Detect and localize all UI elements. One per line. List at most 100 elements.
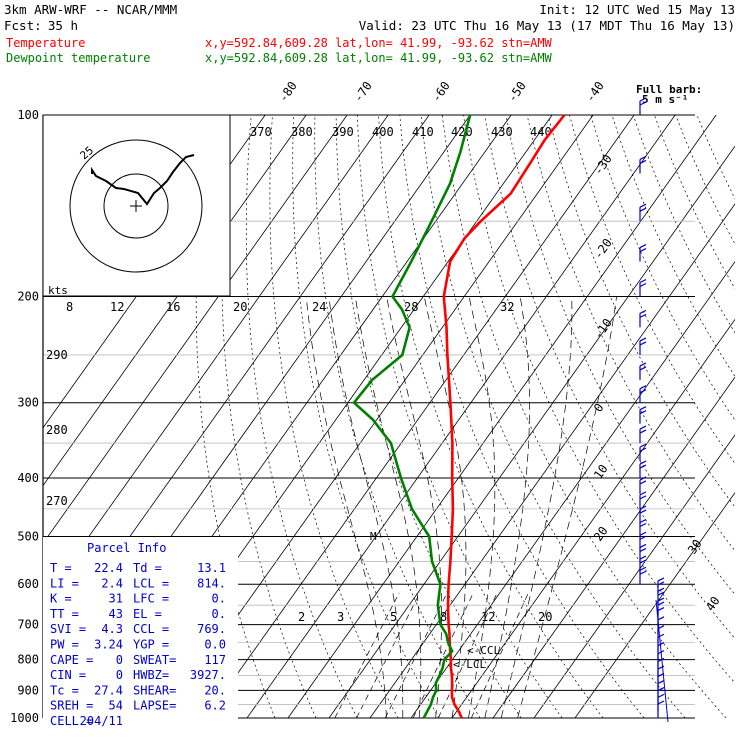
side-theta-label: 270 <box>46 494 68 508</box>
parcel-info-cell: TT = <box>50 607 79 621</box>
wind-barbs <box>639 97 669 723</box>
pressure-tick-label: 800 <box>17 653 39 667</box>
pressure-tick-label: 400 <box>17 471 39 485</box>
wind-legend-line2: 5 m s⁻¹ <box>642 93 688 106</box>
isotherm-line <box>533 434 735 718</box>
sounding-traces <box>352 114 566 719</box>
pressure-tick-label: 500 <box>17 529 39 543</box>
model-title: 3km ARW-WRF -- NCAR/MMM <box>4 2 177 17</box>
parcel-info-cell: 0. <box>212 607 226 621</box>
annotation-lcl: <-LCL <box>453 658 486 671</box>
pressure-tick-label: 600 <box>17 577 39 591</box>
forecast-hours: 35 h <box>48 18 78 33</box>
isotherm-line <box>43 115 348 545</box>
parcel-info-cell: EL = <box>133 607 162 621</box>
parcel-info-cell: SWEAT= <box>133 653 176 667</box>
parcel-info-cell: 204/11 <box>80 714 123 728</box>
mixing-ratio-label: 5 <box>390 610 397 624</box>
hodograph-units: kts <box>48 284 68 297</box>
legend-temperature-info: x,y=592.84,609.28 lat,lon= 41.99, -93.62… <box>205 36 553 50</box>
mixing-ratio-line <box>356 592 421 718</box>
legend-dewpoint-label: Dewpoint temperature <box>6 51 151 65</box>
parcel-info-cell: 31 <box>109 592 123 606</box>
annotation-m: M <box>370 530 377 543</box>
pressure-tick-label: 200 <box>17 290 39 304</box>
parcel-info-cell: 20. <box>204 683 226 697</box>
isotherm-line <box>574 491 735 718</box>
mixing-ratio-label: 3 <box>337 610 344 624</box>
hodograph-trace <box>91 154 195 206</box>
dry-adiabat <box>505 115 735 596</box>
isotherm-label: 30 <box>685 537 705 557</box>
wind-legend-line1: Full barb: <box>636 83 702 96</box>
temperature-trace <box>442 114 566 719</box>
isotherm-line <box>369 203 735 718</box>
theta-label: 370 <box>250 125 272 139</box>
isotherm-label: 20 <box>591 524 611 544</box>
parcel-info-cell: YGP = <box>133 638 169 652</box>
parcel-info-cell: 27.4 <box>94 683 123 697</box>
isotherm-line <box>451 318 735 718</box>
hodograph-speed-label: 12 <box>110 300 124 314</box>
mixing-ratio-line <box>334 592 400 718</box>
isotherm-label: 10 <box>591 462 611 482</box>
isotherm-line <box>410 260 735 718</box>
parcel-info-cell: LAPSE= <box>133 699 176 713</box>
parcel-info-cell: 3.24 <box>94 638 123 652</box>
theta-label: 390 <box>332 125 354 139</box>
hodograph-inset: 25 kts <box>42 114 231 297</box>
isotherm-line <box>246 115 676 718</box>
parcel-info-cell: 0 <box>116 653 123 667</box>
parcel-info-cell: 13.1 <box>197 561 226 575</box>
parcel-info-cell: 6.2 <box>204 699 226 713</box>
parcel-info-title: Parcel Info <box>87 541 166 555</box>
mixing-ratio-line <box>412 592 474 718</box>
parcel-info-cell: PW = <box>50 638 79 652</box>
init-time: Init: 12 UTC Wed 15 May 13 <box>539 2 735 17</box>
parcel-info-cell: LFC = <box>133 592 169 606</box>
hodograph-ring-outer <box>69 139 203 273</box>
parcel-info-cell: 769. <box>197 622 226 636</box>
parcel-info-cell: CIN = <box>50 668 86 682</box>
wind-profile-line <box>655 599 669 723</box>
isotherm-line <box>328 145 735 718</box>
hodograph-speed-label: 32 <box>500 300 514 314</box>
pressure-tick-label: 1000 <box>10 711 39 725</box>
mixing-ratio-label: 8 <box>440 610 447 624</box>
parcel-info-cell: SVI = <box>50 622 86 636</box>
hodograph-speed-label: 28 <box>404 300 418 314</box>
parcel-info-cell: CCL = <box>133 622 169 636</box>
parcel-info-cell: T = <box>50 561 72 575</box>
hodograph-speed-label: 16 <box>166 300 180 314</box>
parcel-info-cell: LCL = <box>133 576 169 590</box>
theta-label: 380 <box>291 125 313 139</box>
hodograph-speed-label: 24 <box>312 300 326 314</box>
parcel-info-cell: Td = <box>133 561 162 575</box>
dewpoint-trace <box>352 114 472 719</box>
parcel-info-cell: LI = <box>50 576 79 590</box>
isotherm-label: 40 <box>703 594 723 614</box>
side-theta-label: 280 <box>46 423 68 437</box>
pressure-tick-label: 700 <box>17 618 39 632</box>
isotherm-line <box>205 115 635 718</box>
parcel-info-cell: Tc = <box>50 683 79 697</box>
parcel-info-cell: 814. <box>197 576 226 590</box>
parcel-info-cell: 0. <box>212 592 226 606</box>
legend-dewpoint-info: x,y=592.84,609.28 lat,lon= 41.99, -93.62… <box>205 51 553 65</box>
pressure-tick-label: 300 <box>17 396 39 410</box>
parcel-info-cell: 3927. <box>190 668 226 682</box>
parcel-info-cell: SHEAR= <box>133 683 176 697</box>
parcel-info-cell: 43 <box>109 607 123 621</box>
isotherm-line <box>43 115 307 487</box>
parcel-info-cell: 2.4 <box>101 576 123 590</box>
valid-time: Valid: 23 UTC Thu 16 May 13 (17 MDT Thu … <box>359 18 735 33</box>
parcel-info-cell: 4.3 <box>101 622 123 636</box>
hodograph-ring-inner <box>103 173 169 239</box>
pressure-tick-label: 900 <box>17 683 39 697</box>
theta-label: 420 <box>451 125 473 139</box>
mixing-ratio-label: 20 <box>538 610 552 624</box>
parcel-info-cell: 0.0 <box>204 638 226 652</box>
theta-label: 410 <box>412 125 434 139</box>
pressure-tick-label: 100 <box>17 108 39 122</box>
